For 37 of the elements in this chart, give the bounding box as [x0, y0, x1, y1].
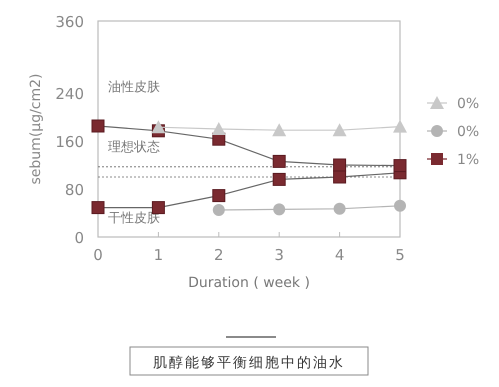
text: 肌醇能够平衡细胞中的油水	[153, 355, 345, 371]
point	[332, 123, 347, 136]
x-tick-label: 3	[274, 246, 284, 264]
y-tick-label: 360	[55, 13, 84, 31]
legend-label: 0%	[457, 124, 480, 140]
point	[394, 200, 406, 212]
point	[92, 201, 104, 214]
annotation: 干性皮肤	[108, 211, 160, 226]
x-tick-label: 0	[93, 246, 103, 264]
x-tick-label: 2	[214, 246, 224, 264]
y-tick-label: 0	[74, 229, 84, 247]
x-axis-title: Duration ( week )	[188, 275, 310, 291]
y-tick-label: 240	[55, 85, 84, 103]
point	[212, 204, 225, 216]
point	[212, 189, 226, 202]
point	[394, 159, 406, 172]
point	[272, 154, 286, 168]
x-tick-label: 1	[154, 246, 164, 264]
point	[272, 172, 286, 186]
point	[212, 122, 226, 135]
point	[272, 123, 286, 136]
x-tick-label: 4	[334, 246, 344, 264]
point	[333, 170, 346, 184]
y-axis-title: sebum(μg/cm2)	[28, 74, 44, 184]
y-tick-label: 80	[64, 181, 84, 199]
point	[393, 120, 407, 133]
annotation: 理想状态	[108, 140, 160, 155]
point	[334, 202, 346, 215]
point	[333, 158, 346, 172]
legend-label: 1%	[457, 152, 480, 168]
point	[92, 120, 104, 132]
legend-label: 0%	[457, 96, 480, 112]
y-tick-label: 160	[55, 133, 84, 151]
point	[273, 203, 286, 216]
x-tick-label: 5	[395, 246, 405, 264]
annotation: 油性皮肤	[108, 80, 160, 95]
point	[151, 120, 166, 134]
